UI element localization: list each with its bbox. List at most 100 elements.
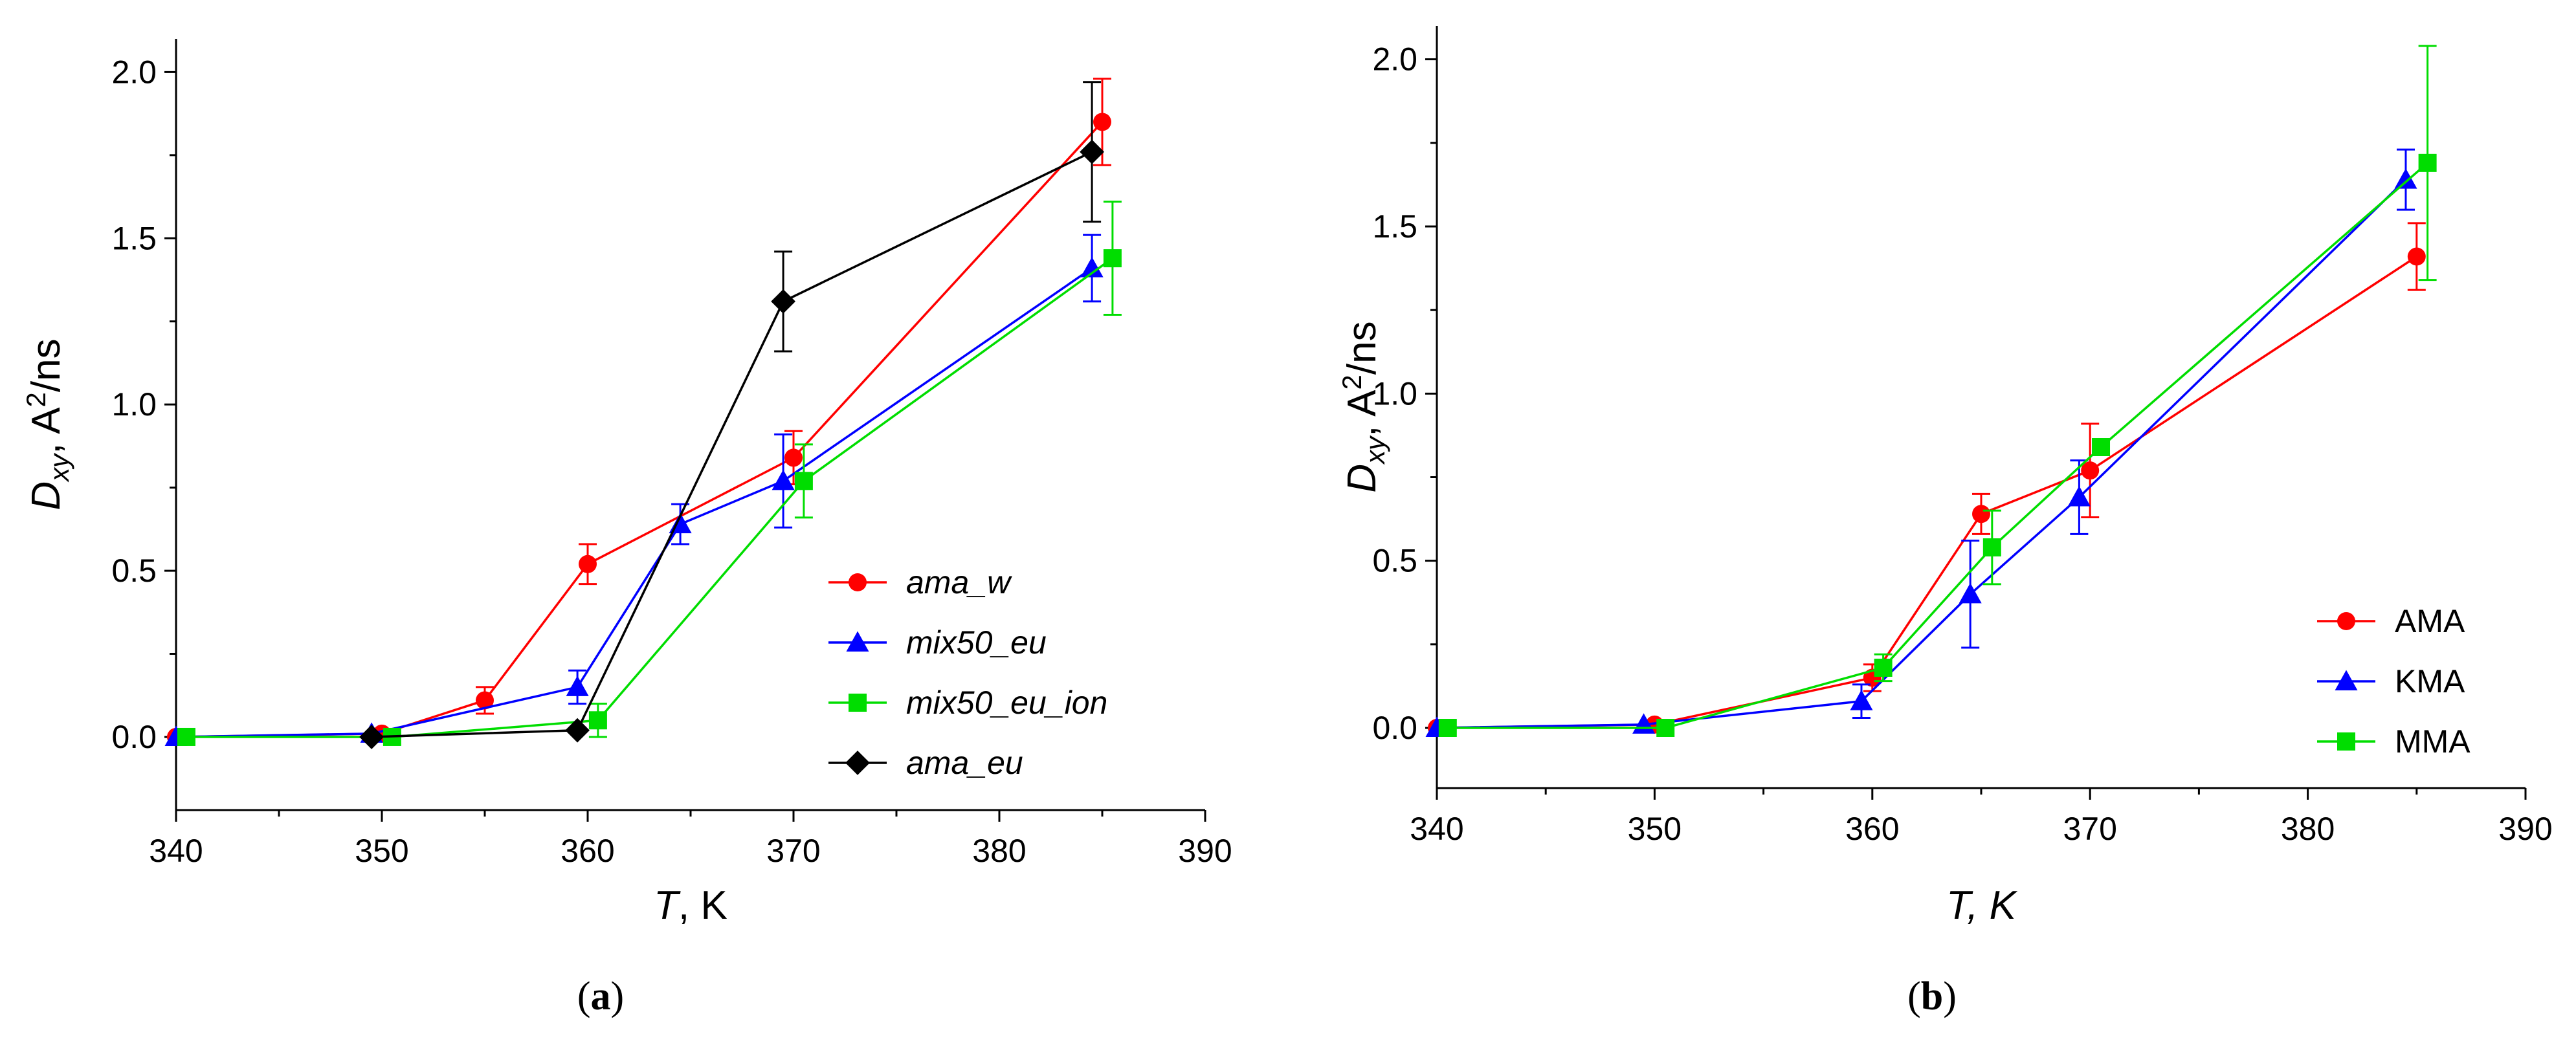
data-point [771,289,795,314]
data-point [565,718,590,743]
y-axis-unit-rest: /ns [24,338,69,392]
legend: AMA KMA MMA [2317,603,2471,760]
y-axis-unit-rest: /ns [1340,321,1384,375]
y-tick-label: 0.5 [111,553,157,589]
data-point [1982,538,2001,556]
data-point [2092,438,2111,456]
series-line [372,151,1093,738]
x-tick-label: 350 [1628,811,1682,847]
y-axis-title: Dxy, A2/ns [21,338,74,510]
y-axis-superscript: 2 [21,392,51,407]
x-tick-label: 340 [1410,811,1463,847]
legend-marker [2335,670,2358,690]
x-axis-unit: , K [678,883,727,928]
series-ama_eu [359,81,1104,749]
data-point [177,727,195,746]
caption-open: ( [1907,974,1921,1018]
data-point [1438,719,1457,737]
data-point [359,725,384,749]
series-line [186,257,1113,738]
x-tick-label: 370 [766,833,820,869]
data-point [1874,659,1893,677]
y-axis-subscript: xy [1360,435,1390,465]
y-axis-unit: , A [1340,390,1384,437]
data-point [579,554,597,573]
legend-marker [849,694,867,712]
legend-marker [2337,612,2355,630]
data-point [1656,719,1675,737]
y-axis-superscript: 2 [1337,375,1367,390]
data-point [1093,113,1111,131]
data-point [1103,249,1122,268]
y-tick-label: 0.0 [111,719,157,755]
figure-caption: (b) [1907,974,1957,1018]
legend-label: AMA [2395,603,2465,639]
caption-letter: b [1921,974,1943,1018]
legend-label: ama_w [906,564,1012,600]
y-tick-label: 0.5 [1372,543,1417,579]
data-point [2394,168,2417,189]
legend-label: mix50_eu [906,624,1047,661]
data-point [1972,505,1990,523]
legend-marker [849,573,867,591]
series-AMA [1428,222,2426,737]
x-tick-label: 340 [149,833,203,869]
legend: ama_w mix50_eu mix50_eu_ion ama_eu [828,564,1107,781]
series-KMA [1425,148,2417,737]
x-tick-label: 390 [1178,833,1232,869]
series-line [1436,179,2407,729]
data-point [1959,582,1982,604]
y-tick-label: 1.0 [1372,375,1417,412]
data-point [2418,153,2437,172]
x-tick-label: 380 [972,833,1026,869]
series-line [1447,162,2428,729]
legend-label: ama_eu [906,745,1023,781]
x-axis-variable: T, K [1946,883,2018,928]
y-tick-label: 1.0 [111,386,157,423]
x-tick-label: 380 [2281,811,2335,847]
y-axis-variable: D [24,481,69,511]
data-point [2067,486,2091,507]
caption-open: ( [577,974,591,1018]
x-axis-title: T, K [654,883,727,928]
data-point [794,472,813,490]
x-tick-label: 390 [2498,811,2552,847]
y-axis-subscript: xy [44,452,74,483]
data-point [772,469,795,490]
data-point [1850,690,1873,710]
caption-close: ) [1943,974,1957,1018]
data-point [1080,257,1104,278]
series-line [175,267,1093,738]
y-tick-label: 2.0 [111,54,157,90]
series-line [1436,256,2417,729]
x-tick-label: 360 [1845,811,1899,847]
legend-marker [846,631,869,652]
x-tick-label: 360 [561,833,614,869]
y-tick-label: 2.0 [1372,41,1417,78]
legend-label: MMA [2395,723,2471,760]
x-tick-label: 370 [2063,811,2116,847]
figure-caption: (a) [577,974,624,1018]
chart-panel-b: 340 350 360 370 380 390 0.0 0.5 1.0 1.5 2.0 T, K Dxy… [1337,26,2553,1018]
data-point [1080,139,1104,164]
series-mix50_eu_ion [177,201,1122,746]
caption-close: ) [611,974,625,1018]
legend-label: mix50_eu_ion [906,685,1107,721]
chart-panel-a: 340 350 360 370 380 390 0.0 0.5 1.0 1.5 2.0 T, K Dxy… [21,39,1232,1018]
x-axis-variable: T [654,883,681,928]
data-point [566,675,589,696]
data-point [588,711,607,730]
legend-label: KMA [2395,663,2465,699]
data-point [476,691,494,710]
y-axis-unit: , A [24,407,69,454]
legend-marker [2337,732,2355,751]
x-tick-label: 350 [355,833,408,869]
legend-marker [845,751,870,775]
data-point [2407,247,2426,266]
y-axis-variable: D [1340,464,1384,493]
series-MMA [1438,45,2437,737]
y-axis-title: Dxy, A2/ns [1337,321,1390,492]
data-point [784,448,803,467]
y-tick-label: 0.0 [1372,710,1417,746]
